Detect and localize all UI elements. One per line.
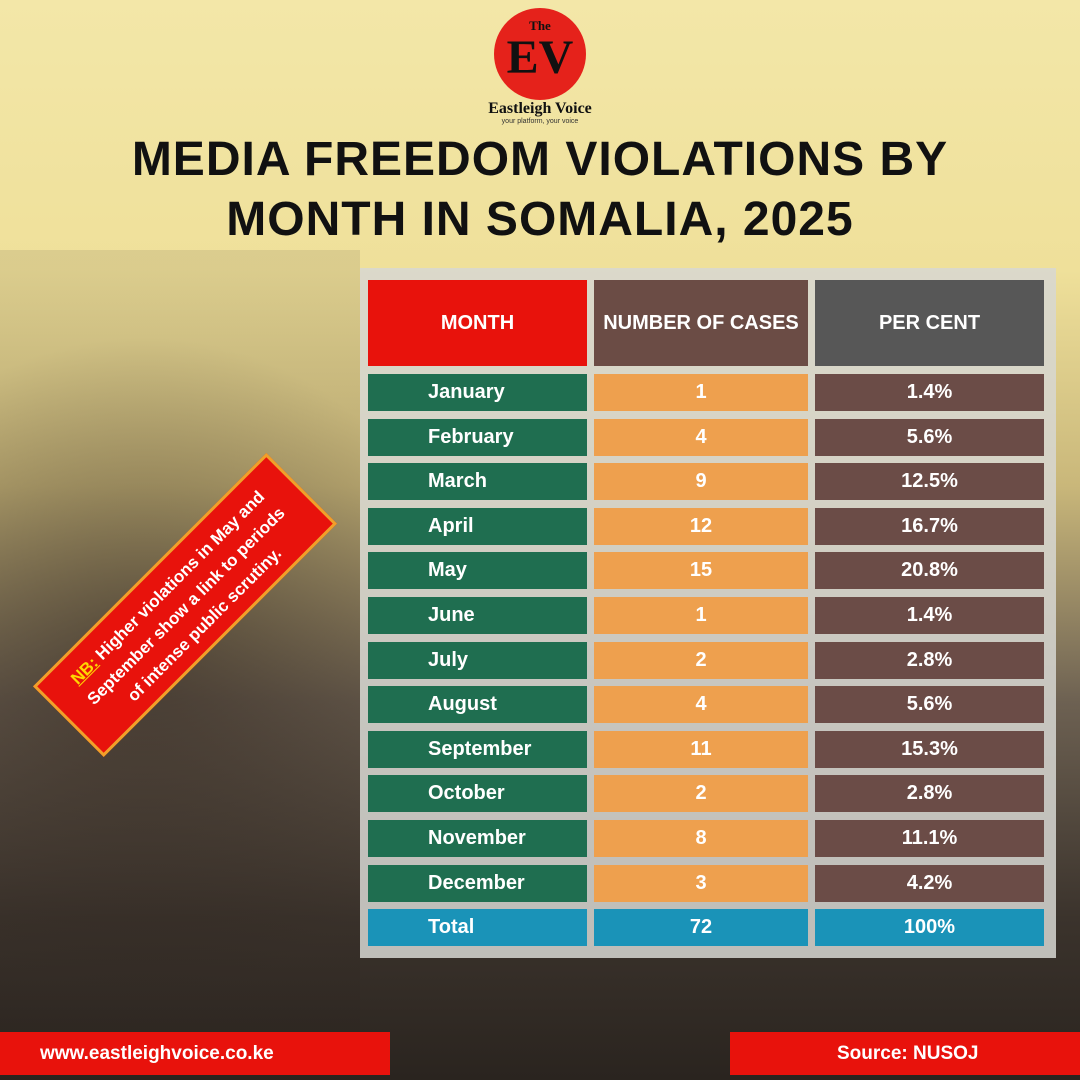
value-cell: 15.3%	[815, 730, 1044, 768]
value-cell: 20.8%	[815, 552, 1044, 590]
logo-small: The	[529, 18, 551, 33]
header-cell: MONTH	[368, 280, 587, 366]
month-cell: May	[368, 552, 587, 590]
title: MONTH IN SOMALIA, 2025	[226, 193, 854, 246]
value-cell: 2.8%	[815, 775, 1044, 813]
value-cell: 2.8%	[815, 641, 1044, 679]
month-cell: April	[368, 507, 587, 545]
value-cell: 4	[594, 686, 808, 724]
month-cell: February	[368, 418, 587, 456]
month-cell: December	[368, 864, 587, 902]
footer-website: www.eastleighvoice.co.ke	[0, 1032, 390, 1075]
value-cell: 12.5%	[815, 463, 1044, 501]
footer-source: Source: NUSOJ	[730, 1032, 1080, 1075]
month-cell: July	[368, 641, 587, 679]
value-cell: 5.6%	[815, 686, 1044, 724]
table: MONTH NUMBER OF CASES PER CENT January 1 1.4%…	[360, 268, 1056, 958]
value-cell: 11.1%	[815, 820, 1044, 857]
value-cell: 5.6%	[815, 418, 1044, 456]
value-cell: 4	[594, 418, 808, 456]
logo-name: Eastleigh Voice	[488, 100, 592, 117]
value-cell: 16.7%	[815, 507, 1044, 545]
total-cell: 100%	[815, 909, 1044, 947]
value-cell: 3	[594, 864, 808, 902]
header-cell: NUMBER OF CASES	[594, 280, 808, 366]
logo-mark: EV	[506, 31, 574, 84]
month-cell: November	[368, 820, 587, 857]
title: MEDIA FREEDOM VIOLATIONS BY	[131, 133, 949, 186]
month-cell: October	[368, 775, 587, 813]
value-cell: 15	[594, 552, 808, 590]
month-cell: January	[368, 374, 587, 411]
header-cell: PER CENT	[815, 280, 1044, 366]
value-cell: 1.4%	[815, 374, 1044, 411]
value-cell: 8	[594, 820, 808, 857]
month-cell: September	[368, 730, 587, 768]
value-cell: 11	[594, 730, 808, 768]
total-cell: Total	[368, 909, 587, 947]
value-cell: 9	[594, 463, 808, 501]
value-cell: 1	[594, 597, 808, 634]
value-cell: 1.4%	[815, 597, 1044, 634]
value-cell: 2	[594, 641, 808, 679]
logo-tagline: your platform, your voice	[501, 118, 579, 125]
month-cell: March	[368, 463, 587, 501]
value-cell: 1	[594, 374, 808, 411]
month-cell: June	[368, 597, 587, 634]
value-cell: 12	[594, 507, 808, 545]
value-cell: 4.2%	[815, 864, 1044, 902]
total-cell: 72	[594, 909, 808, 947]
logo-circle	[494, 8, 586, 100]
value-cell: 2	[594, 775, 808, 813]
month-cell: August	[368, 686, 587, 724]
